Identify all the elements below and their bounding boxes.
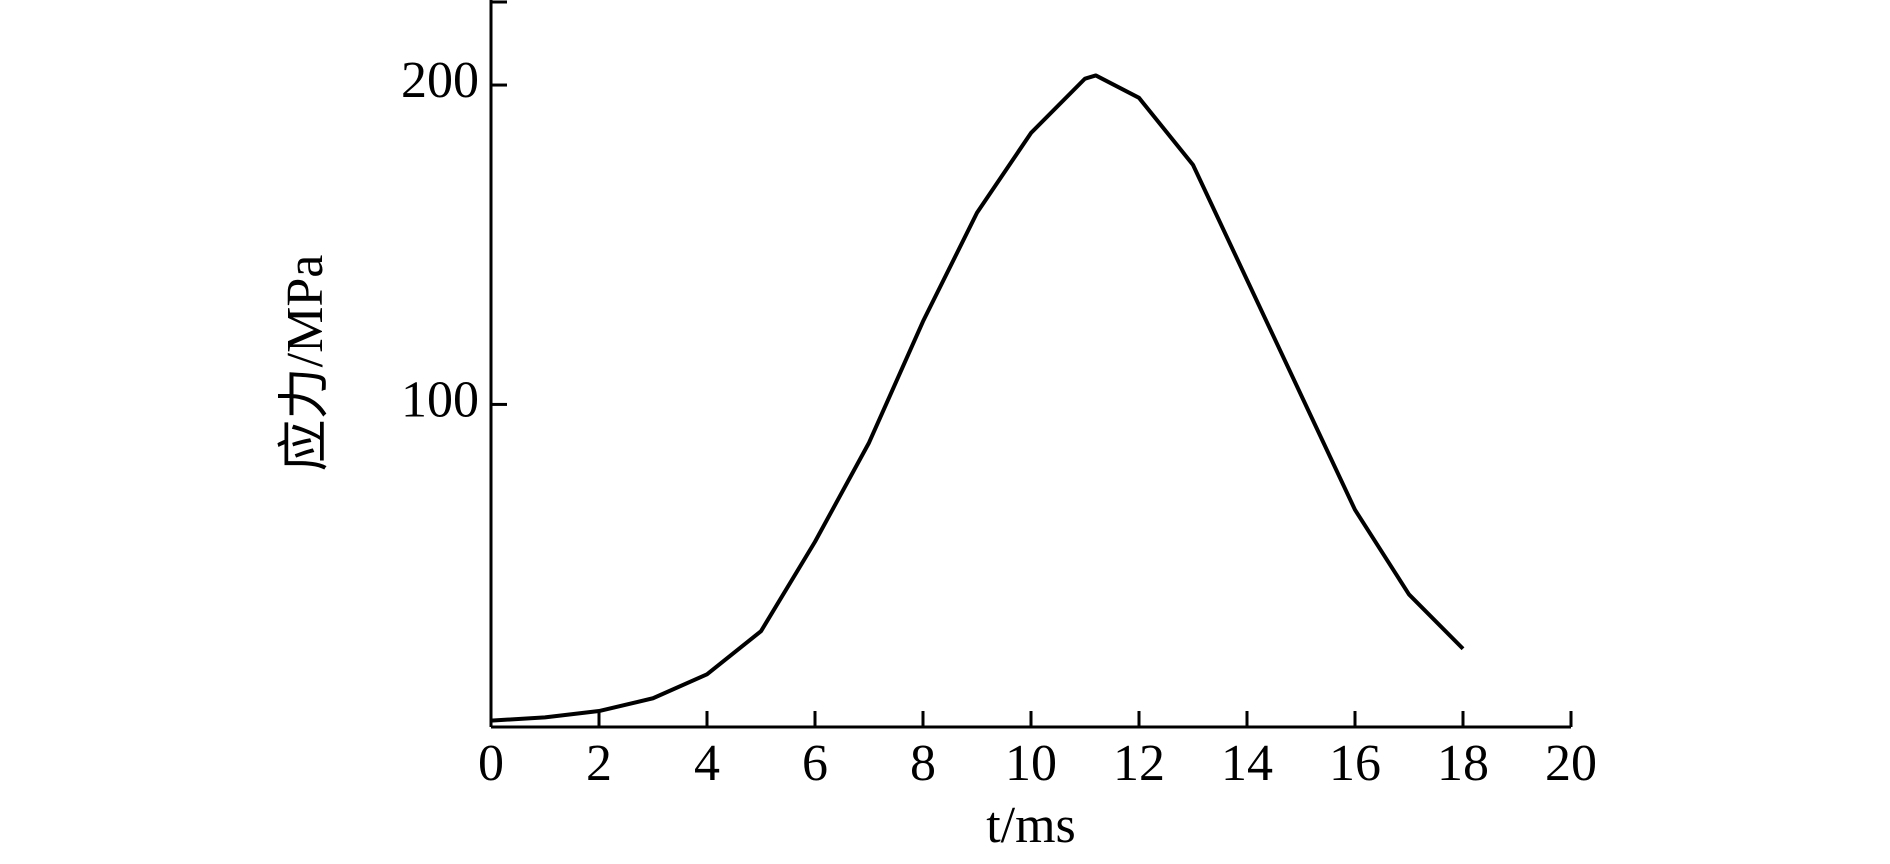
x-tick-label: 18 [1437,735,1489,792]
x-tick-label: 6 [802,735,828,792]
x-tick-label: 10 [1005,735,1057,792]
y-axis-label: 应力/MPa [277,255,334,472]
x-axis-label: t/ms [986,797,1076,854]
x-tick-label: 20 [1545,735,1597,792]
x-tick-label: 8 [910,735,936,792]
x-tick-label: 14 [1221,735,1273,792]
line-series [490,73,1465,723]
x-tick-label: 16 [1329,735,1381,792]
x-tick-label: 4 [694,735,720,792]
y-tick-label: 100 [401,371,479,428]
x-tick-label: 12 [1113,735,1165,792]
y-tick-label: 200 [401,52,479,109]
x-tick-label: 2 [586,735,612,792]
x-tick-label: 0 [478,735,504,792]
